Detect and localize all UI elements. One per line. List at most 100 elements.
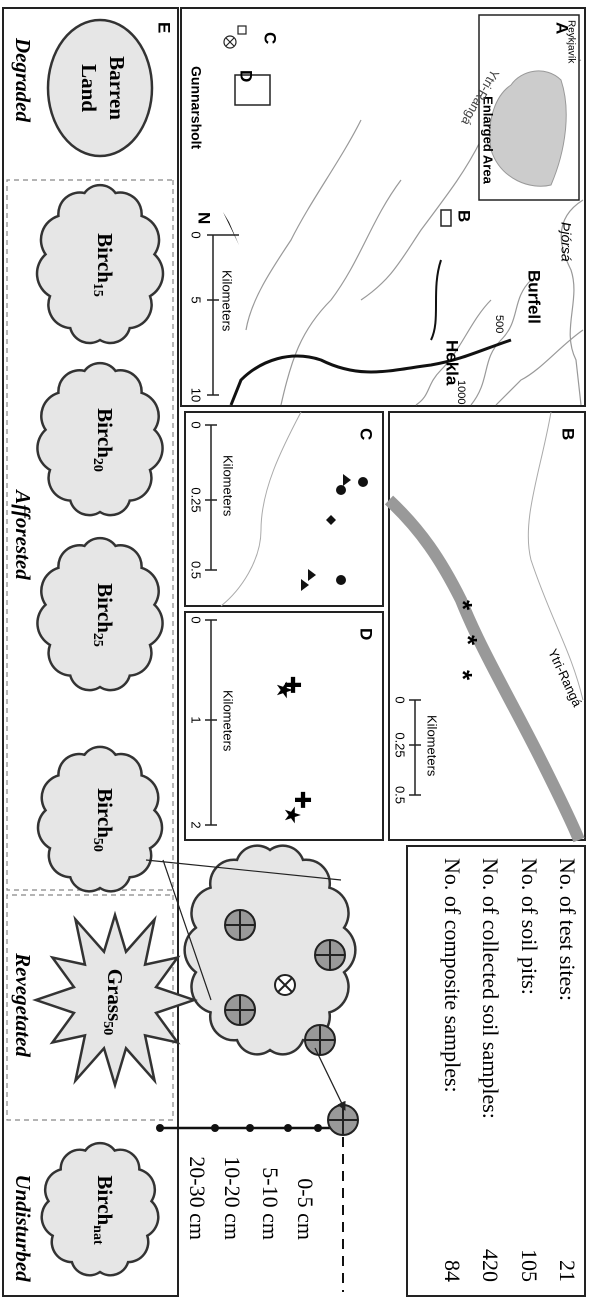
site-star: ✚ [279,676,304,694]
table-value: 105 [517,1249,542,1282]
site-diamond [326,515,336,525]
contour-line [470,279,532,406]
connector-arrow [314,1047,346,1111]
site-name: Birch [93,408,117,458]
scale-tick: 0 [189,421,204,428]
group-label: Degraded [11,37,35,122]
asterisk: * [448,600,478,611]
depth-label: 0-5 cm [293,1178,318,1240]
contour-line [495,329,584,406]
panel-c-frame [184,411,384,607]
inset-place: Reykjavík [565,20,576,64]
depth-dots [156,1124,322,1132]
boundary-line [527,411,584,701]
scale-bar [205,619,217,826]
site-star: ★ [279,805,304,825]
site-label: Birch20 [90,408,117,472]
site-marker-d [234,74,271,106]
panel-label: B [559,428,578,440]
river-label: Ytri-Rangá [545,646,585,709]
north-arrow [223,212,239,245]
site-sub: nat [90,1225,105,1245]
inset-caption: Enlarged Area [481,96,496,184]
site-dot [336,575,346,585]
boundary-line [229,338,512,406]
river-line [560,199,584,406]
depth-dot [314,1124,322,1132]
panel-e-frame [2,7,179,1297]
depth-label: 20-30 cm [185,1156,210,1240]
site-name: Birch [93,583,117,633]
site-sub: 50 [90,838,105,852]
scale-bar [207,234,239,396]
pit-symbol [305,1025,335,1055]
center-symbol [277,977,293,993]
site-label: C [261,32,280,44]
site-sub: 50 [100,1021,115,1035]
boundary-line [430,259,442,341]
depth-dot [284,1124,292,1132]
asterisk: * [448,670,478,681]
site-shape [40,1141,160,1277]
river-label: Þjórsá [558,222,574,262]
sample-sites: * * * [448,600,483,681]
site-label: B [455,210,474,222]
site-label: Birch15 [90,233,117,297]
panel-label: E [155,22,174,33]
table-label: No. of collected soil samples: [478,858,503,1119]
rotated-figure: A Reykjavík Enlarged Area Ytri-Rangá Þjó… [2,7,586,1297]
site-label: Barren [105,56,129,120]
site-marker-b [440,209,452,227]
site-label: D [237,70,256,82]
site-sub: 20 [90,458,105,472]
site-star: ★ [271,680,296,700]
site-shape [36,745,164,893]
site-triangle [308,569,316,581]
panel-label: A [553,22,572,34]
site-dot [358,477,368,487]
group-label: Undisturbed [11,1174,35,1282]
table-frame [406,845,586,1297]
sample-sites: ✚ ✚ ★ ★ [271,676,314,825]
site-sub: 15 [90,283,105,297]
table-label: No. of soil pits: [517,858,542,995]
site-shape [35,183,165,345]
scale-bar [409,699,421,796]
site-name: Birch [93,1175,117,1225]
scale-unit: Kilometers [221,690,236,752]
site-label: Grass50 [100,969,127,1036]
scale-tick: 0 [189,231,204,238]
site-shapes [32,183,359,1277]
site-shape [36,361,164,517]
site-shape [46,18,154,158]
gunnarsholt-symbol [223,35,237,49]
scale-tick: 0.5 [189,561,204,579]
connector [145,859,342,1001]
scale-tick: 1 [189,716,204,723]
site-shape [36,536,164,692]
scale-tick: 0 [189,616,204,623]
site-shape [32,910,198,1090]
scale-unit: Kilometers [425,715,440,777]
scale-tick: 0 [393,696,408,703]
boundary-line [220,411,302,607]
depth-dot [156,1124,164,1132]
site-label: Birch25 [90,583,117,647]
scale-tick: 0.5 [393,786,408,804]
site-dot [336,485,346,495]
site-label: Birchnat [90,1175,117,1245]
contour-label: 1000 [455,380,467,404]
site-sub: 25 [90,633,105,647]
scale-unit: Kilometers [220,270,235,332]
pit-symbol [225,995,255,1025]
asterisk: * [453,635,483,646]
contour-line [280,179,402,406]
panel-label: C [357,428,376,440]
panel-label: D [357,628,376,640]
place-label: Gunnarsholt [188,66,204,150]
site-triangle [301,579,309,591]
pit-symbol [225,910,255,940]
table-label: No. of test sites: [555,858,580,1001]
scale-tick: 0.25 [189,487,204,512]
gunnarsholt-symbol [225,37,235,47]
